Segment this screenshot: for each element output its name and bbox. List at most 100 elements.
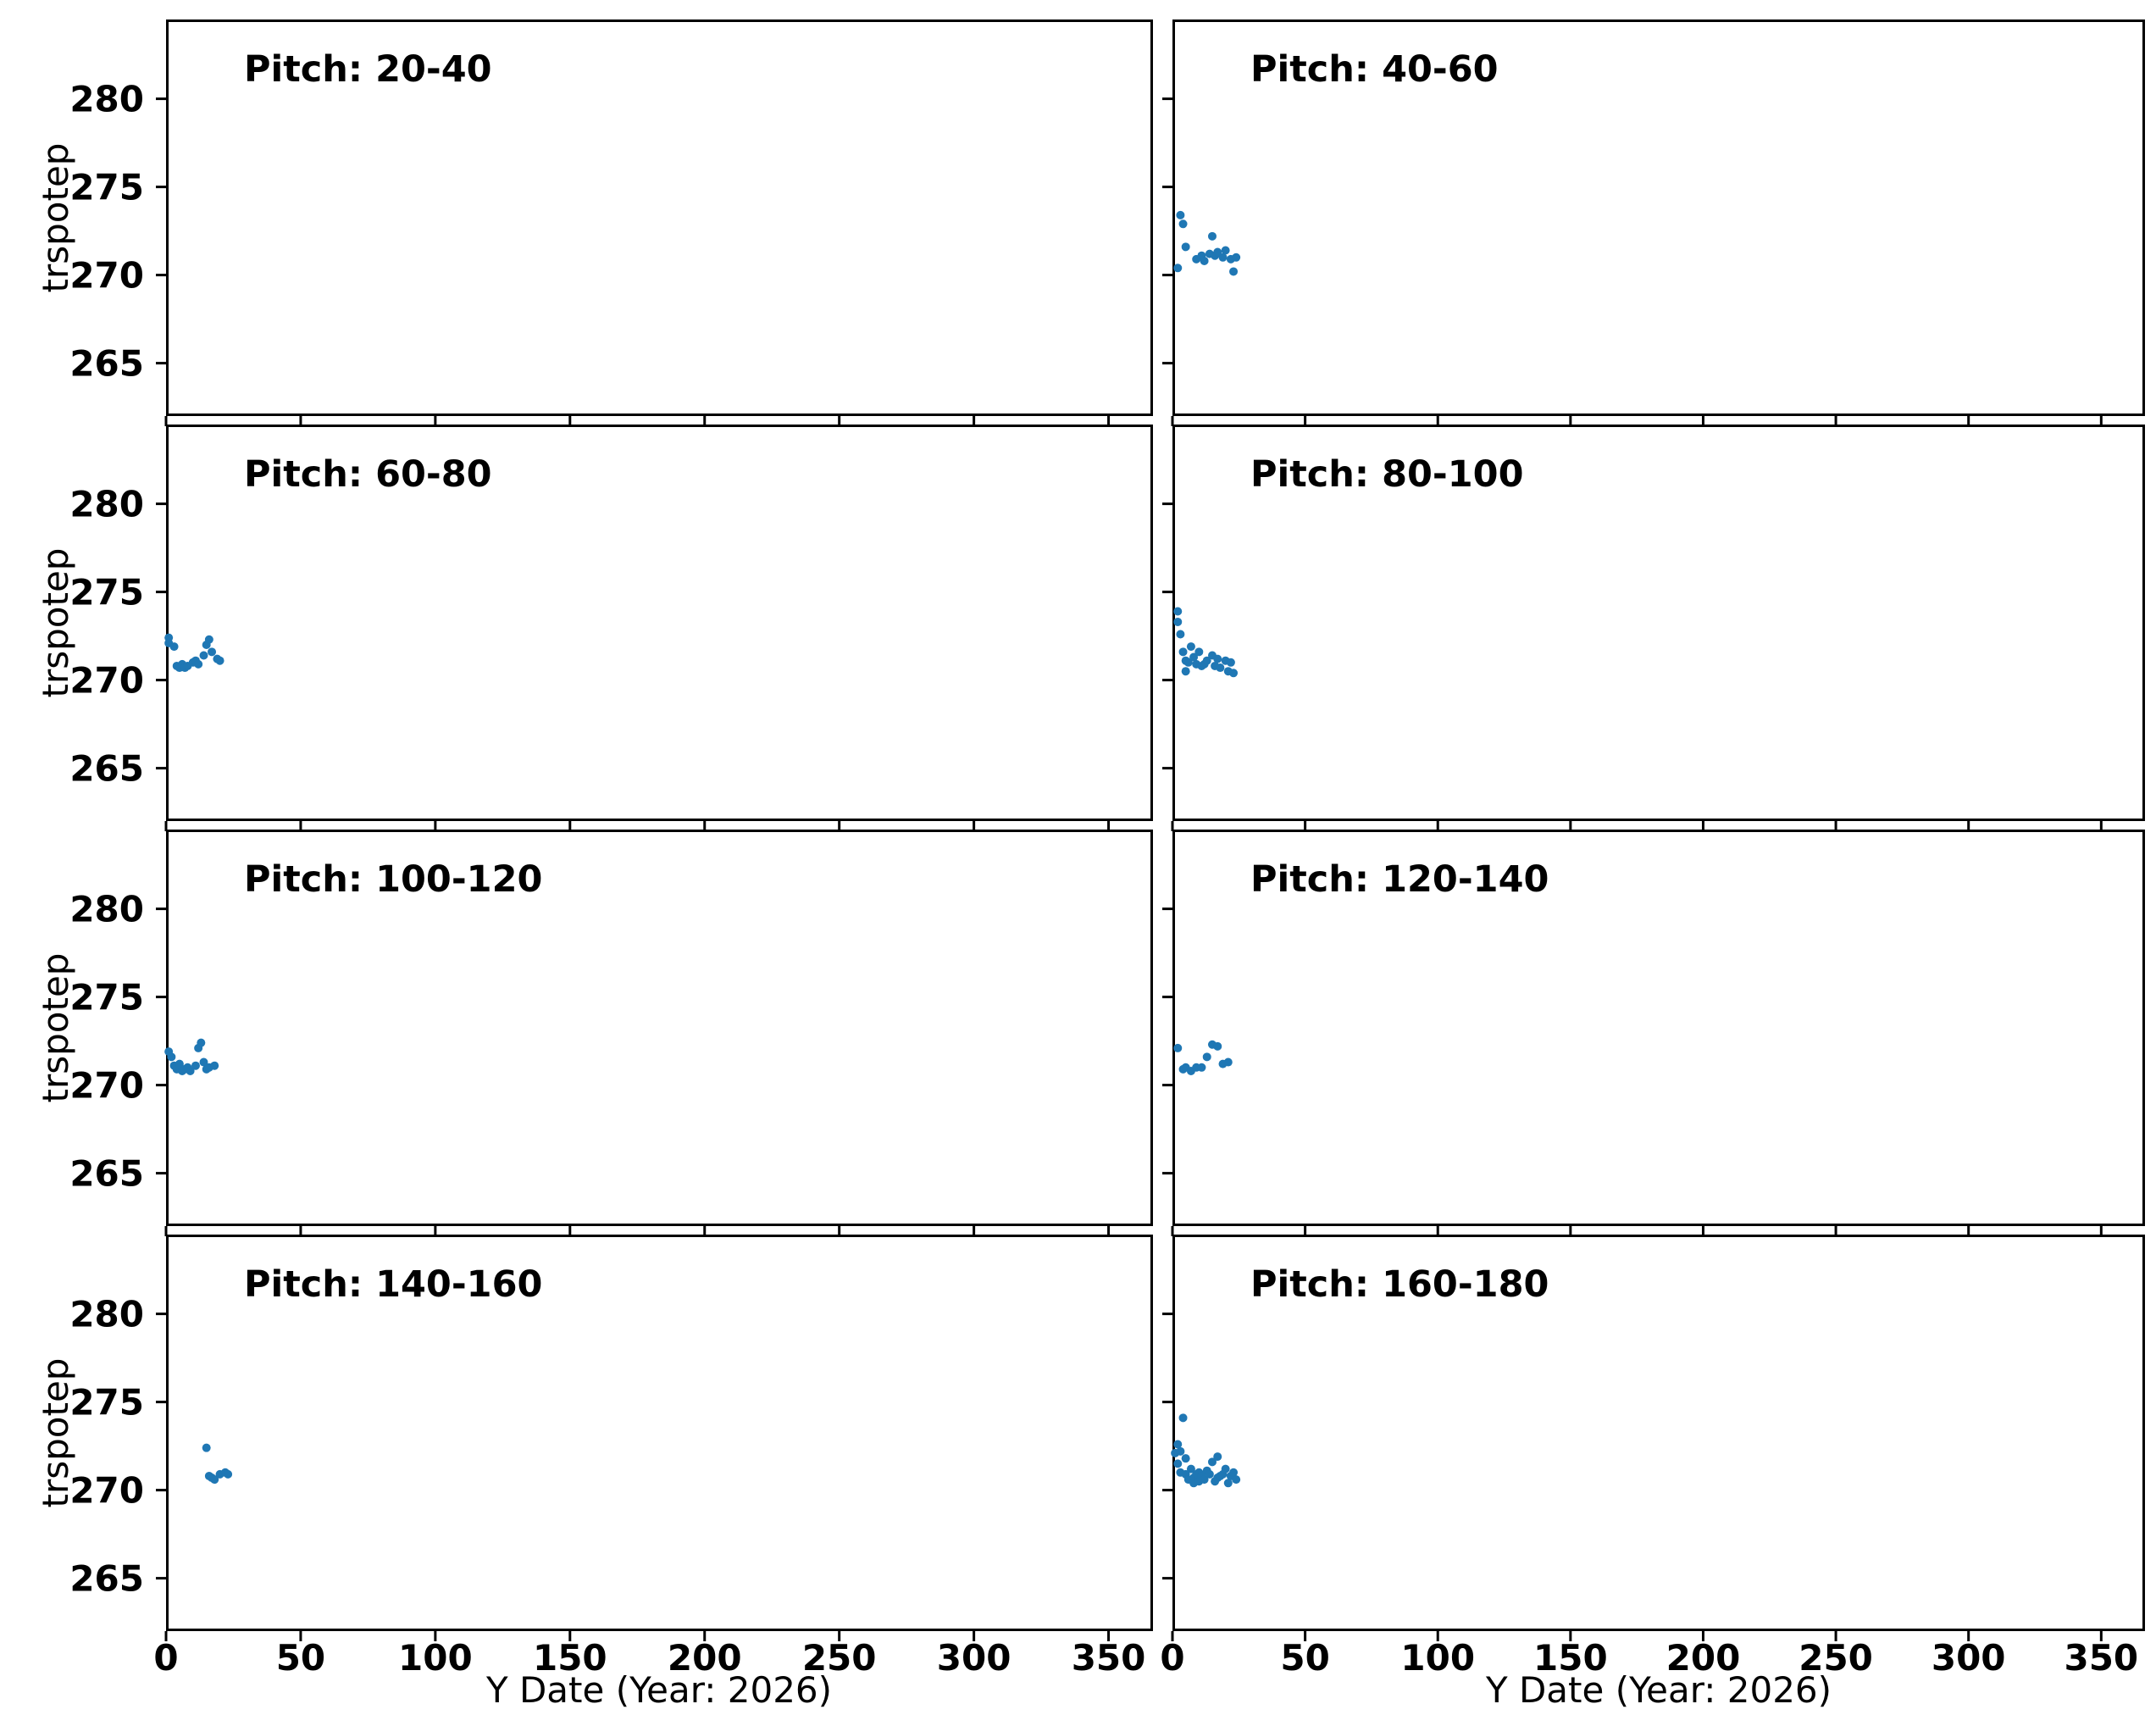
data-point (175, 1059, 184, 1068)
y-tick-label: 280 (69, 888, 144, 930)
data-point (1229, 267, 1239, 276)
panel-title: Pitch: 160-180 (1250, 1263, 1549, 1306)
data-point (1207, 1457, 1217, 1467)
x-tick-label: 150 (1533, 1637, 1608, 1679)
data-point (1200, 256, 1209, 265)
data-point (202, 1443, 211, 1452)
x-tick-label: 0 (1160, 1637, 1184, 1679)
data-point (1216, 663, 1225, 673)
data-point (1173, 607, 1183, 616)
y-tick-label: 265 (69, 1557, 144, 1599)
axes-border (166, 19, 1153, 416)
data-point (1176, 210, 1185, 219)
panel-pitch-40-60: Pitch: 40-60 (1162, 19, 2145, 426)
data-point (167, 1052, 176, 1062)
plot-area: 265 270 275 280 (69, 19, 1153, 426)
y-tick-label: 275 (69, 1381, 144, 1423)
x-tick-label: 250 (1799, 1637, 1873, 1679)
y-axis-label: trspotep (35, 952, 76, 1103)
y-tick-label: 270 (69, 1064, 144, 1106)
data-point (194, 659, 203, 669)
data-point (208, 647, 217, 657)
panel-title: Pitch: 60-80 (244, 453, 492, 496)
data-point (1207, 231, 1217, 241)
data-point (1223, 1479, 1233, 1488)
data-point (1173, 1043, 1183, 1052)
x-tick-label: 350 (2064, 1637, 2138, 1679)
data-point (1181, 242, 1190, 252)
panel-pitch-20-40: 265 270 275 280 Pitch: 20-40 (69, 19, 1153, 426)
data-point (199, 1057, 208, 1067)
y-tick-label: 270 (69, 254, 144, 296)
data-point (1173, 1440, 1183, 1449)
x-tick-label: 50 (276, 1637, 325, 1679)
x-axis-label: Y Date (Year: 2026) (485, 1669, 833, 1711)
data-point (197, 1038, 206, 1047)
panel-title: Pitch: 140-160 (244, 1263, 543, 1306)
x-tick-label: 200 (668, 1637, 742, 1679)
data-point (1205, 1469, 1214, 1479)
data-point (1178, 1413, 1188, 1423)
panel-title: Pitch: 100-120 (244, 858, 543, 901)
panel-title: Pitch: 40-60 (1250, 48, 1499, 91)
plot-area (1162, 19, 2145, 426)
y-tick-label: 265 (69, 342, 144, 384)
data-point (1232, 1475, 1241, 1485)
x-tick-label: 50 (1280, 1637, 1329, 1679)
data-point (1181, 1454, 1190, 1463)
panel-pitch-160-180: 0 50 100 150 200 250 300 350 Pitch: 160-180 (1160, 1235, 2145, 1679)
y-tick-label: 280 (69, 1293, 144, 1335)
x-tick-label: 100 (398, 1637, 473, 1679)
data-point (1181, 667, 1190, 676)
x-tick-label: 350 (1072, 1637, 1146, 1679)
data-point (1189, 652, 1199, 662)
x-tick-label: 150 (533, 1637, 607, 1679)
axes-border (166, 425, 1153, 821)
panel-pitch-100-120: 265 270 275 280 Pitch: 100-120 (69, 830, 1153, 1236)
data-point (191, 1061, 200, 1070)
x-tick-label: 200 (1666, 1637, 1741, 1679)
data-point (1186, 1464, 1195, 1474)
data-point (210, 1475, 219, 1485)
data-point (1173, 264, 1183, 273)
axes-border (1172, 830, 2145, 1226)
data-point (169, 642, 179, 652)
y-tick-label: 280 (69, 483, 144, 524)
data-point (1186, 642, 1195, 652)
data-point (1213, 654, 1222, 663)
data-point (1229, 669, 1239, 678)
data-point (215, 656, 224, 665)
data-point (1178, 647, 1188, 657)
data-point (210, 1061, 219, 1070)
data-point (1202, 1052, 1211, 1062)
axes-border (166, 830, 1153, 1226)
axes-border (166, 1235, 1153, 1631)
panel-pitch-120-140: Pitch: 120-140 (1162, 830, 2145, 1236)
plot-area (1162, 425, 2145, 831)
panel-pitch-60-80: 265 270 275 280 Pitch: 60-80 (69, 425, 1153, 831)
data-point (1173, 617, 1183, 626)
plot-area: 265 270 275 280 0 50 100 150 200 250 300 350 (69, 1235, 1153, 1679)
data-point (1178, 219, 1188, 229)
panel-pitch-80-100: Pitch: 80-100 (1162, 425, 2145, 831)
x-tick-label: 300 (1932, 1637, 2006, 1679)
y-axis-label: trspotep (35, 142, 76, 293)
x-axis-label: Y Date (Year: 2026) (1485, 1669, 1832, 1711)
y-tick-label: 275 (69, 166, 144, 208)
x-tick-label: 100 (1400, 1637, 1475, 1679)
data-point (1202, 656, 1211, 665)
plot-area: 265 270 275 280 (69, 830, 1153, 1236)
data-point (1213, 1041, 1222, 1051)
plot-area: 0 50 100 150 200 250 300 350 (1160, 1235, 2145, 1679)
data-point (1200, 1475, 1209, 1485)
data-point (204, 635, 213, 644)
data-point (1221, 1464, 1230, 1474)
data-point (1173, 1459, 1183, 1468)
data-point (1232, 253, 1241, 262)
y-tick-label: 275 (69, 976, 144, 1018)
data-point (1183, 658, 1193, 667)
y-tick-label: 265 (69, 747, 144, 789)
y-axis-label: trspotep (35, 1357, 76, 1508)
data-point (1213, 247, 1222, 257)
